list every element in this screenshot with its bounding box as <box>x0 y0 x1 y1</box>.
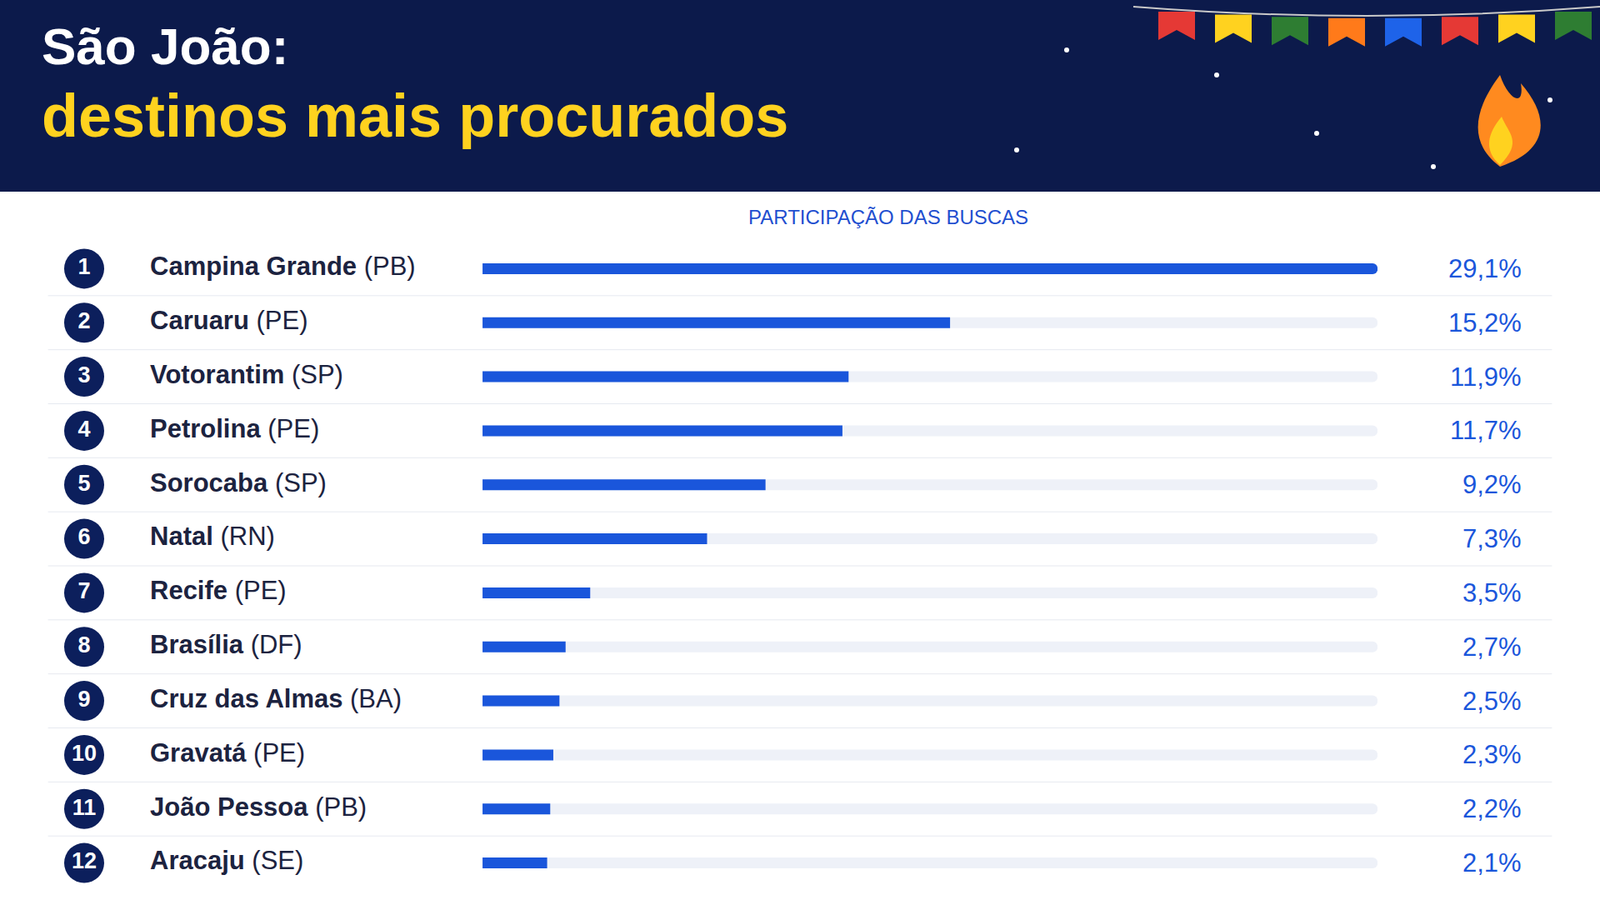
svg-text:Petrolina (PE): Petrolina (PE) <box>150 414 320 444</box>
svg-text:Campina Grande (PB): Campina Grande (PB) <box>150 251 416 281</box>
svg-text:3,5%: 3,5% <box>1462 578 1522 608</box>
svg-text:7,3%: 7,3% <box>1462 524 1522 554</box>
svg-text:11,7%: 11,7% <box>1450 415 1522 445</box>
svg-text:29,1%: 29,1% <box>1448 254 1522 284</box>
svg-text:Brasília (DF): Brasília (DF) <box>150 630 303 660</box>
svg-text:6: 6 <box>77 524 90 550</box>
svg-text:3: 3 <box>77 362 90 388</box>
svg-text:Cruz das Almas (BA): Cruz das Almas (BA) <box>150 684 402 714</box>
svg-text:10: 10 <box>71 740 97 766</box>
svg-text:2,1%: 2,1% <box>1462 848 1522 878</box>
svg-text:Natal (RN): Natal (RN) <box>150 521 275 551</box>
svg-text:2,2%: 2,2% <box>1462 794 1522 824</box>
svg-text:Caruaru (PE): Caruaru (PE) <box>150 305 309 335</box>
svg-text:8: 8 <box>77 632 90 658</box>
svg-text:1: 1 <box>77 254 90 280</box>
svg-text:2,7%: 2,7% <box>1462 632 1522 662</box>
svg-text:9: 9 <box>77 686 90 712</box>
svg-text:2,3%: 2,3% <box>1462 740 1522 770</box>
svg-text:7: 7 <box>77 578 90 604</box>
svg-text:11,9%: 11,9% <box>1450 362 1522 392</box>
svg-text:5: 5 <box>77 470 90 496</box>
svg-text:9,2%: 9,2% <box>1462 470 1522 500</box>
svg-text:Recife (PE): Recife (PE) <box>150 575 287 605</box>
svg-text:Aracaju (SE): Aracaju (SE) <box>150 845 304 875</box>
svg-text:Votorantim (SP): Votorantim (SP) <box>150 360 344 390</box>
svg-text:12: 12 <box>71 848 97 874</box>
svg-text:15,2%: 15,2% <box>1448 308 1522 338</box>
svg-text:2: 2 <box>77 308 90 334</box>
html-text:destinos mais procurados: destinos mais procurados <box>41 82 789 150</box>
svg-text:Sorocaba (SP): Sorocaba (SP) <box>150 468 327 498</box>
html-text:São João:: São João: <box>41 17 289 75</box>
svg-text:PARTICIPAÇÃO DAS BUSCAS: PARTICIPAÇÃO DAS BUSCAS <box>748 205 1029 229</box>
svg-text:Gravatá (PE): Gravatá (PE) <box>150 738 305 768</box>
svg-text:2,5%: 2,5% <box>1462 686 1522 716</box>
svg-text:4: 4 <box>77 416 90 442</box>
svg-text:11: 11 <box>72 795 97 820</box>
svg-text:João Pessoa (PB): João Pessoa (PB) <box>150 792 367 822</box>
